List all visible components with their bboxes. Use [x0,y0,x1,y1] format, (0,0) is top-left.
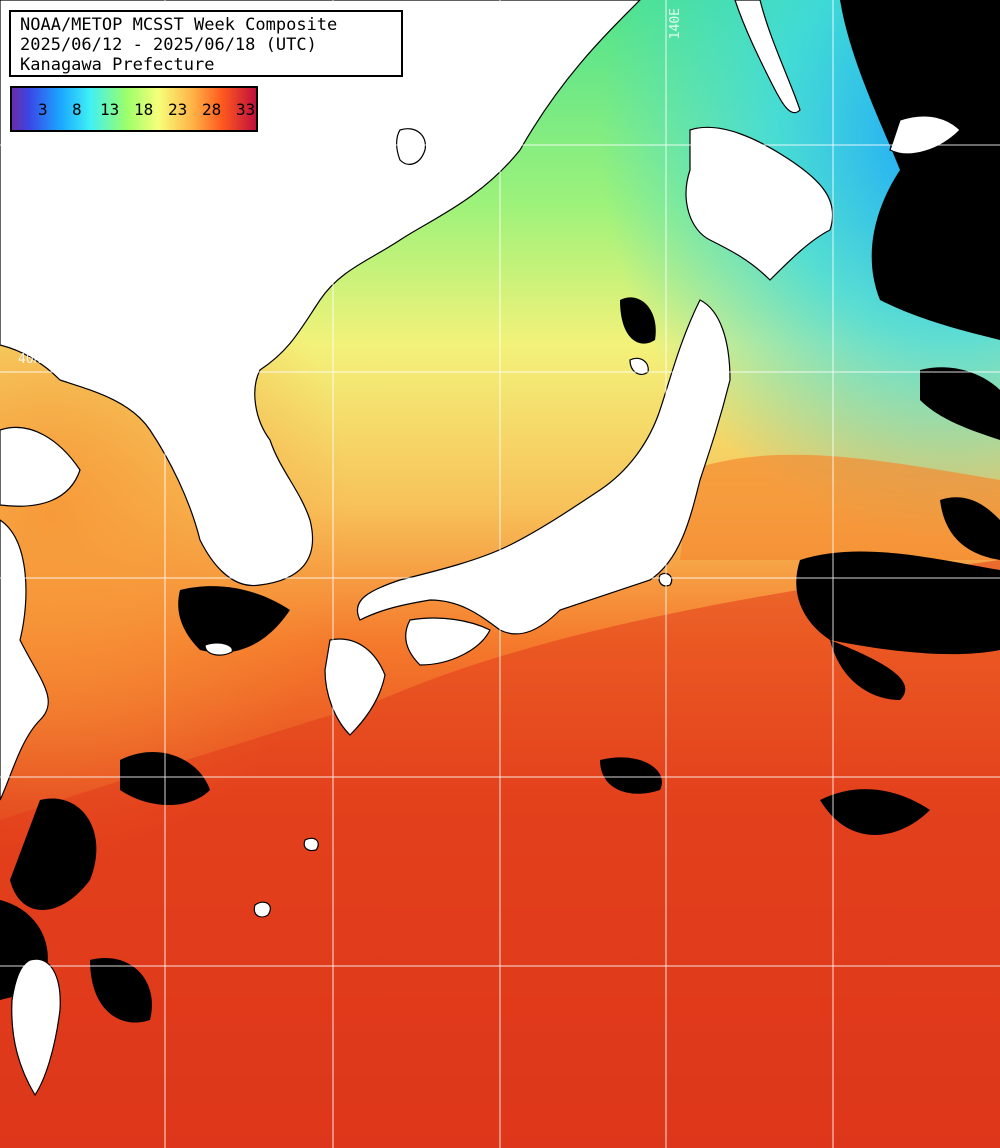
title-line-region: Kanagawa Prefecture [20,55,215,75]
cloud-mask [0,0,1000,1023]
colorbar-tick: 33 [236,100,256,119]
title-box: NOAA/METOP MCSST Week Composite 2025/06/… [9,10,403,77]
colorbar-tick: 28 [202,100,222,119]
longitude-label: 140E [668,8,683,40]
colorbar-tick: 18 [134,100,154,119]
temperature-colorbar: 3 8 13 18 23 28 33 [10,86,258,132]
colorbar-tick: 13 [100,100,120,119]
colorbar-tick: 3 [38,100,48,119]
title-line-date-range: 2025/06/12 - 2025/06/18 (UTC) [20,35,317,55]
title-line-product: NOAA/METOP MCSST Week Composite [20,15,338,35]
latitude-label: 40N [18,352,42,367]
colorbar-tick: 8 [72,100,82,119]
colorbar-tick: 23 [168,100,188,119]
land [0,0,961,1097]
